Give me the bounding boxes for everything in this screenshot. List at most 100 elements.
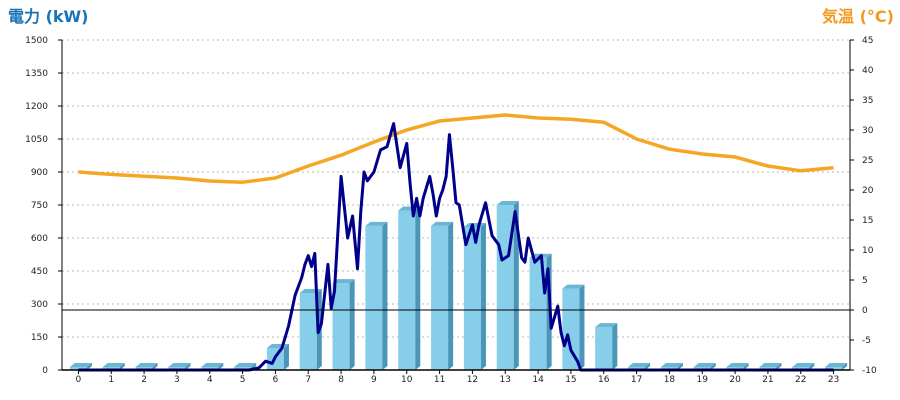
bar-front <box>398 210 416 370</box>
bar-top <box>825 363 848 367</box>
x-tick-label: 3 <box>174 375 180 385</box>
bar <box>365 221 388 370</box>
right-tick-label: -5 <box>862 336 871 346</box>
bar-side <box>743 363 749 370</box>
bar-front <box>562 288 580 370</box>
bar <box>463 223 486 370</box>
x-tick-label: 6 <box>273 375 279 385</box>
line-series <box>78 113 834 372</box>
bar-side <box>382 221 388 370</box>
bar-top <box>595 323 618 328</box>
right-tick-label: 45 <box>862 36 873 46</box>
x-tick-label: 7 <box>305 375 311 385</box>
bar-front <box>463 227 481 370</box>
bar-side <box>677 363 683 370</box>
x-tick-label: 1 <box>108 375 114 385</box>
x-tick-label: 23 <box>828 375 839 385</box>
bar-side <box>86 363 92 370</box>
left-tick-label: 750 <box>31 201 48 211</box>
bar-side <box>283 344 289 370</box>
tick-labels: 0 150 300 450 600 750 9 0 0 1050 1200 1350 1500 -10 -5… <box>25 36 877 385</box>
right-tick-label: 20 <box>862 186 874 196</box>
x-tick-label: 2 <box>141 375 147 385</box>
bar-front <box>299 293 317 370</box>
x-tick-label: 8 <box>338 375 344 385</box>
left-tick-label: 300 <box>31 300 48 310</box>
left-tick-label: 600 <box>31 234 48 244</box>
x-tick-label: 12 <box>467 375 478 385</box>
bar-top <box>792 363 815 367</box>
bar-side <box>809 363 815 370</box>
bar-side <box>513 201 519 370</box>
x-tick-label: 10 <box>401 375 413 385</box>
bar <box>562 284 585 370</box>
left-tick-label: 1050 <box>25 135 48 145</box>
right-axis-title: 気温 (°C) <box>822 7 894 26</box>
bar <box>266 344 289 370</box>
bar-top <box>660 363 683 367</box>
left-tick-label: 0 <box>42 366 48 376</box>
bar-front <box>332 283 350 370</box>
bar-front <box>431 225 449 370</box>
bar-side <box>448 221 454 370</box>
left-tick-label: 450 <box>31 267 48 277</box>
bar-top <box>135 363 158 367</box>
temperature-line <box>78 113 834 184</box>
right-tick-label: 30 <box>862 126 874 136</box>
bar <box>332 279 355 370</box>
power-line <box>78 122 834 372</box>
bar-top <box>332 279 355 284</box>
x-tick-label: 4 <box>207 375 213 385</box>
bar-top <box>69 363 92 367</box>
bar-top <box>234 363 257 367</box>
bar-top <box>628 363 651 367</box>
x-tick-label: 0 <box>76 375 82 385</box>
bar-front <box>365 225 383 370</box>
left-tick-label: 1500 <box>25 36 48 46</box>
x-tick-label: 16 <box>598 375 610 385</box>
right-tick-label: 15 <box>862 216 873 226</box>
bar-side <box>185 363 191 370</box>
bar-top <box>759 363 782 367</box>
right-tick-label: 25 <box>862 156 873 166</box>
left-tick-label: 1200 <box>25 102 48 112</box>
x-tick-label: 14 <box>532 375 544 385</box>
x-tick-label: 11 <box>434 375 445 385</box>
x-tick-label: 22 <box>795 375 806 385</box>
bar-front <box>595 327 613 370</box>
x-tick-label: 20 <box>729 375 741 385</box>
bar-side <box>645 363 651 370</box>
bar-top <box>693 363 716 367</box>
right-tick-label: 35 <box>862 96 873 106</box>
bar-top <box>102 363 125 367</box>
right-tick-label: 40 <box>862 66 874 76</box>
grid <box>62 39 850 338</box>
x-tick-label: 15 <box>565 375 576 385</box>
left-tick-label: 1350 <box>25 69 48 79</box>
bar-front <box>825 367 843 370</box>
x-tick-label: 17 <box>631 375 642 385</box>
x-tick-label: 13 <box>500 375 511 385</box>
bar-top <box>562 284 585 289</box>
bar-side <box>842 363 848 370</box>
right-tick-label: 0 <box>862 306 868 316</box>
bar <box>431 221 454 370</box>
right-tick-label: 10 <box>862 246 874 256</box>
bar-front <box>529 257 547 370</box>
bar-side <box>119 363 125 370</box>
axes <box>58 39 854 374</box>
bar-side <box>776 363 782 370</box>
bar-side <box>612 323 618 370</box>
right-tick-label: -10 <box>862 366 877 376</box>
bar-top <box>726 363 749 367</box>
x-tick-label: 9 <box>371 375 377 385</box>
bar-top <box>168 363 191 367</box>
bar-side <box>415 206 421 370</box>
x-tick-label: 19 <box>697 375 709 385</box>
bar-side <box>480 223 486 370</box>
left-tick-label: 150 <box>31 333 48 343</box>
bar-side <box>218 363 224 370</box>
x-tick-label: 18 <box>664 375 676 385</box>
bar-top <box>496 201 519 205</box>
